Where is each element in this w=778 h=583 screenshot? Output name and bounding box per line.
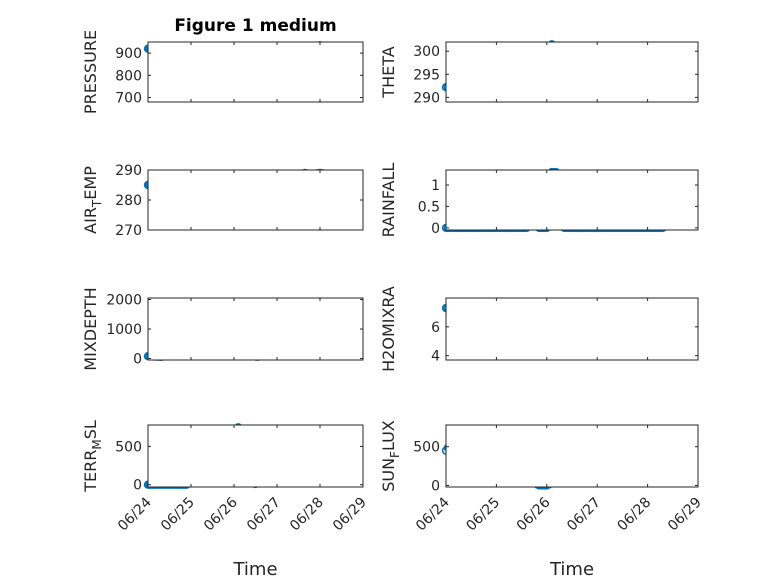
- subplot-4: 0 1000 2000 MIXDEPTH: [81, 287, 364, 371]
- y-axis-label: TERRMSL: [81, 420, 104, 493]
- y-axis-label: RAINFALL: [379, 163, 398, 238]
- axes-frame: [445, 297, 699, 361]
- x-tick-label: 06/27: [564, 495, 604, 535]
- x-tick-label: 06/28: [287, 495, 327, 535]
- x-axis-label: Time: [232, 559, 277, 580]
- subplot-0: 700 800 900 PRESSURE Figure 1 medium: [81, 16, 364, 114]
- y-tick-label: 800: [115, 68, 142, 84]
- x-tick-label: 06/29: [330, 495, 370, 535]
- x-tick-label: 06/27: [244, 495, 284, 535]
- chart-title: Figure 1 medium: [174, 16, 336, 36]
- x-tick-label: 06/29: [665, 495, 705, 535]
- y-tick-label: 295: [413, 67, 440, 83]
- axes-frame: [147, 424, 364, 488]
- y-tick-label: 0: [133, 478, 142, 494]
- x-axis-label: Time: [549, 559, 594, 580]
- x-tick-label: 06/25: [158, 495, 198, 535]
- subplot-6: 0 500 06/24 06/25 06/26 06/27 06/28 06/29 TERRMS…: [81, 420, 370, 580]
- y-axis-label: AIRTEMP: [81, 166, 104, 234]
- axes-frame: [147, 297, 364, 361]
- subplot-2: 270 280 290 AIRTEMP: [81, 163, 364, 239]
- y-tick-label: 0: [133, 352, 142, 368]
- x-tick-label: 06/24: [115, 494, 155, 534]
- y-tick-label: 4: [431, 349, 440, 365]
- y-axis-label: PRESSURE: [81, 30, 100, 114]
- y-tick-label: 0.5: [418, 199, 440, 215]
- y-tick-label: 1000: [106, 322, 142, 338]
- y-axis-label: SUNFLUX: [379, 420, 402, 492]
- y-axis-label: MIXDEPTH: [81, 287, 100, 370]
- y-tick-label: 0: [431, 221, 440, 237]
- x-tick-label: 06/24: [413, 494, 453, 534]
- subplot-1: 290 295 300 THETA: [379, 40, 699, 106]
- y-tick-label: 500: [115, 439, 142, 455]
- y-tick-label: 6: [431, 320, 440, 336]
- axes-frame: [445, 424, 699, 488]
- y-tick-label: 700: [115, 91, 142, 107]
- subplot-7: 0 500 06/24 06/25 06/26 06/27 06/28 06/29 SUNFLU…: [379, 420, 705, 580]
- axes-frame: [445, 169, 699, 231]
- y-tick-label: 1: [431, 178, 440, 194]
- y-axis-label: H2OMIXRA: [379, 286, 398, 372]
- x-tick-label: 06/26: [201, 494, 241, 534]
- axes-frame: [445, 41, 699, 103]
- x-tick-label: 06/25: [463, 495, 503, 535]
- y-tick-label: 0: [431, 478, 440, 494]
- y-tick-label: 2000: [106, 292, 142, 308]
- y-tick-label: 900: [115, 46, 142, 62]
- subplot-3: 0 0.5 1 RAINFALL: [379, 163, 699, 238]
- y-tick-label: 280: [115, 193, 142, 209]
- axes-frame: [147, 169, 364, 231]
- y-tick-label: 290: [115, 163, 142, 179]
- x-tick-label: 06/28: [615, 495, 655, 535]
- axes-frame: [147, 41, 364, 103]
- y-tick-label: 290: [413, 90, 440, 106]
- y-axis-label: THETA: [379, 46, 398, 98]
- y-tick-label: 500: [413, 440, 440, 456]
- subplot-5: 4 6 H2OMIXRA: [379, 286, 699, 372]
- y-tick-label: 270: [115, 223, 142, 239]
- x-tick-label: 06/26: [514, 494, 554, 534]
- y-tick-label: 300: [413, 44, 440, 60]
